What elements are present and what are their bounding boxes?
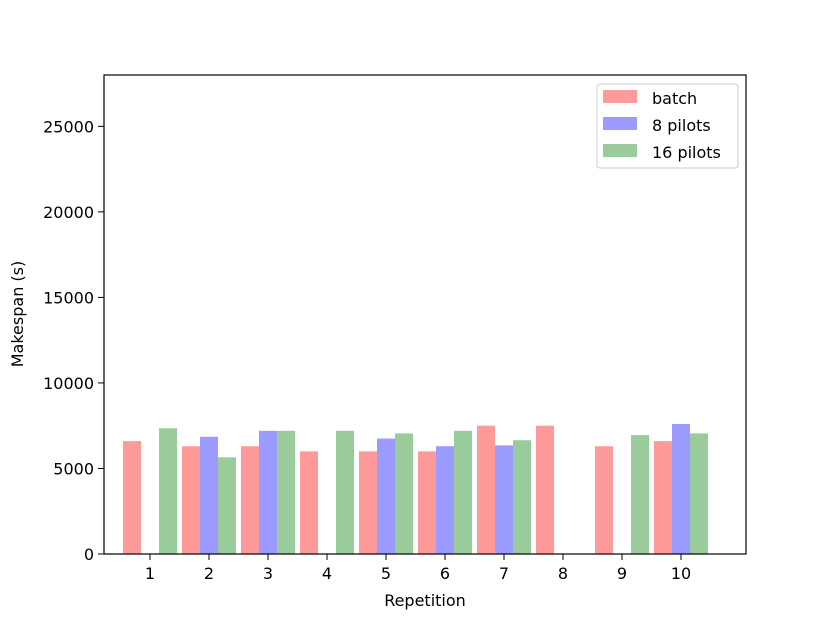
bar-8-pilots-rep-7 [495,445,513,554]
legend-entry-8-pilots: 8 pilots [652,116,711,135]
bar-batch-rep-3 [241,446,259,554]
bar-16-pilots-rep-3 [277,430,295,554]
x-tick-label: 6 [440,564,450,583]
legend-swatch-8-pilots [603,117,637,130]
x-tick-label: 8 [558,564,568,583]
x-tick-label: 3 [263,564,273,583]
bar-8-pilots-rep-6 [436,446,454,554]
x-tick-label: 10 [671,564,691,583]
legend-swatch-16-pilots [603,144,637,157]
bar-8-pilots-rep-5 [377,438,395,554]
bar-batch-rep-10 [654,441,672,554]
bar-16-pilots-rep-2 [218,457,236,554]
y-tick-label: 0 [84,545,94,564]
y-axis-label: Makespan (s) [8,261,27,368]
x-tick-label: 7 [499,564,509,583]
y-tick-label: 10000 [43,374,94,393]
x-axis-label: Repetition [384,591,466,610]
legend-entry-batch: batch [652,89,697,108]
bar-16-pilots-rep-7 [513,440,531,554]
x-tick-label: 1 [145,564,155,583]
bar-8-pilots-rep-2 [200,436,218,554]
x-tick-label: 5 [381,564,391,583]
x-tick-label: 9 [617,564,627,583]
bar-16-pilots-rep-9 [631,435,649,554]
bar-batch-rep-9 [595,446,613,554]
bar-batch-rep-5 [359,451,377,554]
bar-batch-rep-7 [477,425,495,554]
bar-8-pilots-rep-3 [259,430,277,554]
bar-batch-rep-8 [536,425,554,554]
y-tick-label: 25000 [43,117,94,136]
x-tick-label: 2 [204,564,214,583]
bars-group [123,423,708,554]
bar-16-pilots-rep-10 [690,433,708,554]
legend-swatch-batch [603,90,637,103]
bar-batch-rep-6 [418,451,436,554]
plot-frame [103,74,747,555]
bar-16-pilots-rep-1 [159,428,177,554]
bar-batch-rep-1 [123,441,141,554]
y-tick-label: 20000 [43,203,94,222]
y-tick-label: 15000 [43,288,94,307]
bar-16-pilots-rep-5 [395,433,413,554]
bar-16-pilots-rep-6 [454,430,472,554]
x-tick-label: 4 [322,564,332,583]
bar-batch-rep-4 [300,451,318,554]
y-tick-label: 5000 [53,459,94,478]
x-axis: 1 2 3 4 5 6 7 8 9 10 [145,554,691,583]
bar-batch-rep-2 [182,446,200,554]
y-axis: 0 5000 10000 15000 20000 25000 [43,117,104,564]
bar-8-pilots-rep-10 [672,423,690,554]
legend: batch 8 pilots 16 pilots [596,83,739,169]
legend-entry-16-pilots: 16 pilots [652,143,721,162]
bar-16-pilots-rep-4 [336,430,354,554]
